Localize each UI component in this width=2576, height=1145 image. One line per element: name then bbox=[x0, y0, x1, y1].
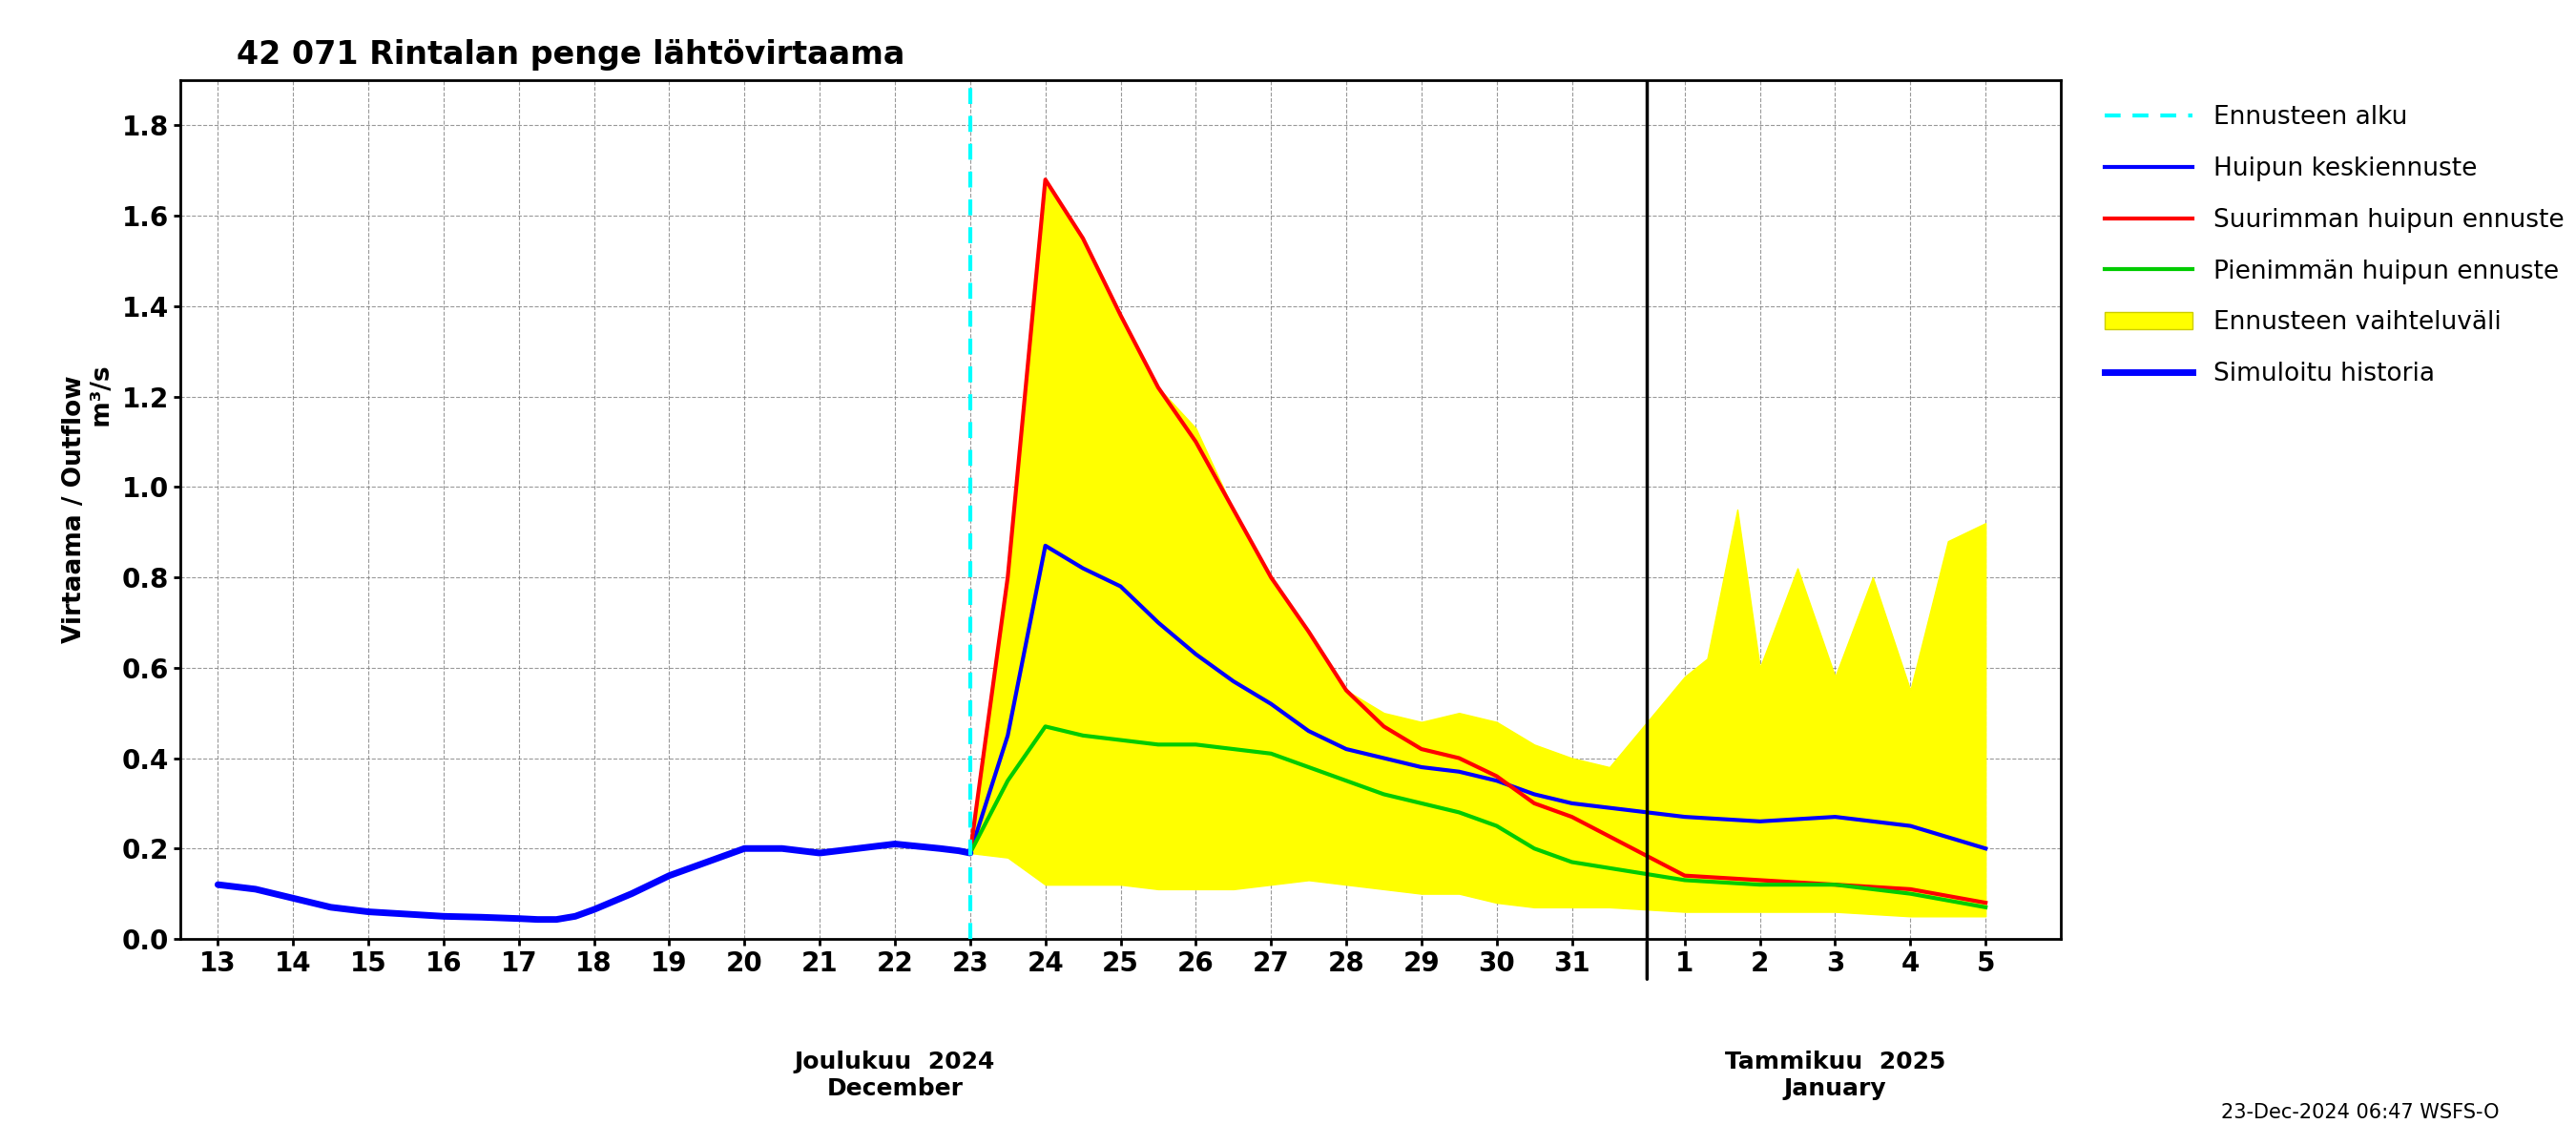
Text: 42 071 Rintalan penge lähtövirtaama: 42 071 Rintalan penge lähtövirtaama bbox=[237, 39, 904, 71]
Y-axis label: Virtaama / Outflow
                          m³/s: Virtaama / Outflow m³/s bbox=[62, 365, 116, 654]
Text: 23-Dec-2024 06:47 WSFS-O: 23-Dec-2024 06:47 WSFS-O bbox=[2221, 1103, 2499, 1122]
Text: Joulukuu  2024
December: Joulukuu 2024 December bbox=[793, 1051, 994, 1100]
Legend: Ennusteen alku, Huipun keskiennuste, Suurimman huipun ennuste, Pienimmän huipun : Ennusteen alku, Huipun keskiennuste, Suu… bbox=[2092, 93, 2576, 398]
Text: Tammikuu  2025
January: Tammikuu 2025 January bbox=[1726, 1051, 1945, 1100]
